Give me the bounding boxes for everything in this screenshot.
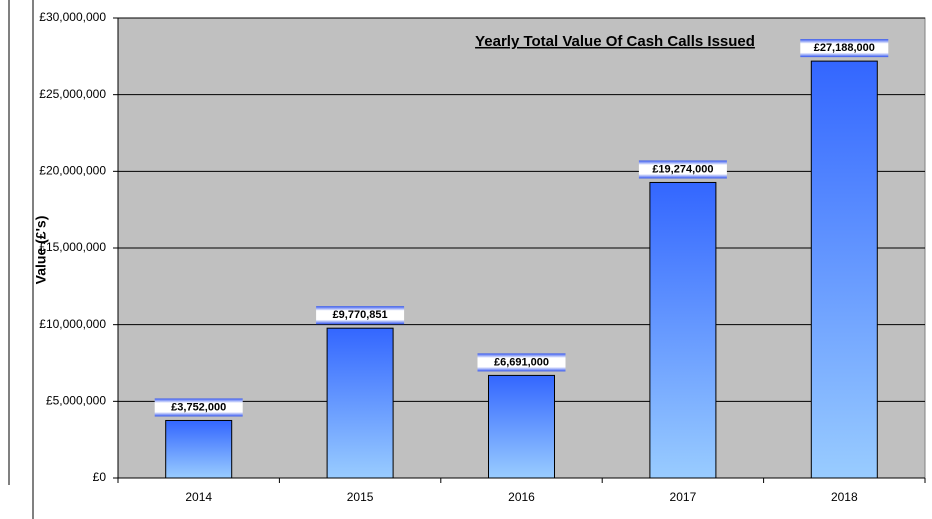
value-label: £6,691,000 (494, 356, 549, 368)
y-tick-label: £10,000,000 (39, 317, 106, 331)
value-label-box (154, 398, 243, 417)
bar (810, 60, 878, 479)
x-tick-label: 2017 (670, 490, 697, 504)
bar (165, 419, 233, 479)
y-tick-label: £30,000,000 (39, 10, 106, 24)
x-tick-label: 2016 (508, 490, 535, 504)
y-tick-label: £20,000,000 (39, 164, 106, 178)
value-label: £9,770,851 (333, 309, 388, 321)
chart-title: Yearly Total Value Of Cash Calls Issued (475, 33, 755, 50)
y-tick-label: £5,000,000 (46, 394, 106, 408)
y-tick-label: £15,000,000 (39, 240, 106, 254)
y-tick-label: £0 (93, 470, 107, 484)
value-label-box (800, 39, 889, 58)
x-tick-label: 2014 (185, 490, 212, 504)
y-axis-label: Value (£'s) (33, 216, 49, 285)
y-tick-label: £25,000,000 (39, 87, 106, 101)
x-tick-label: 2018 (831, 490, 858, 504)
bar (326, 327, 394, 479)
bar (649, 181, 717, 479)
value-label-box (316, 306, 405, 325)
bar (488, 374, 555, 479)
value-label-box (477, 353, 566, 372)
value-label: £3,752,000 (171, 401, 226, 413)
value-label: £19,274,000 (652, 163, 713, 175)
value-label: £27,188,000 (814, 42, 875, 54)
x-tick-label: 2015 (347, 490, 374, 504)
value-label-box (638, 160, 727, 179)
